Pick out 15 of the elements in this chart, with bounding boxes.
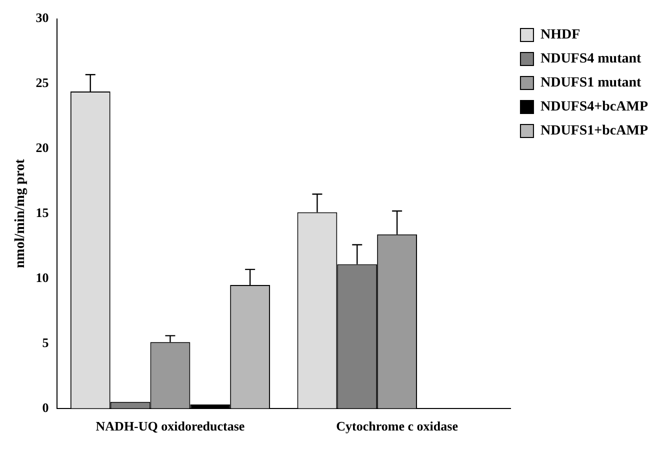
y-tick-label: 25	[36, 75, 50, 90]
legend-label: NDUFS4+bcAMP	[540, 100, 648, 115]
y-tick-label: 10	[36, 270, 49, 285]
legend-label: NHDF	[540, 28, 580, 43]
legend-label: NDUFS4 mutant	[540, 52, 642, 67]
y-tick-label: 15	[36, 204, 50, 220]
y-tick-label: 20	[36, 140, 49, 156]
y-tick-label: 0	[42, 400, 49, 415]
legend-label: NDUFS1 mutant	[540, 76, 642, 91]
legend-label: NDUFS1+bcAMP	[540, 124, 648, 139]
y-tick-label: 5	[42, 334, 50, 350]
y-tick-label: 30	[36, 10, 49, 26]
x-tick-label: NADH-UQ oxidoreductase	[96, 418, 245, 434]
x-tick-label: Cytochrome c oxidase	[336, 418, 458, 434]
y-axis-title: nmol/min/mg prot	[13, 158, 28, 268]
